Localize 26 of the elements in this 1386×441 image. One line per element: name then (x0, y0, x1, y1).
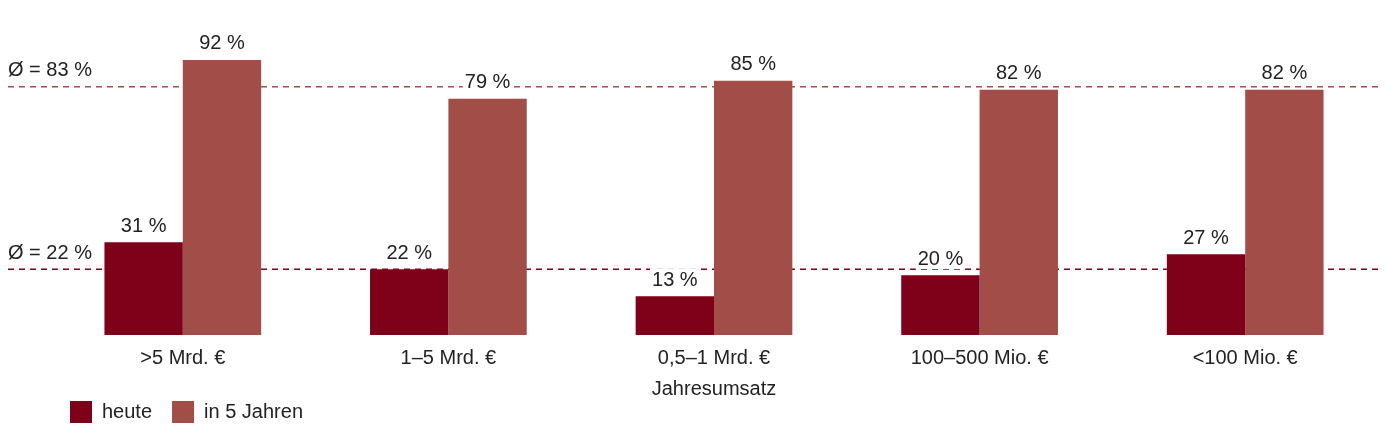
data-label: 85 % (730, 52, 777, 75)
bar (635, 296, 714, 335)
ref-line-label: Ø = 83 % (8, 58, 93, 81)
x-axis-title: Jahresumsatz (651, 376, 777, 399)
legend-label: heute (102, 399, 153, 422)
x-tick-label: 1–5 Mrd. € (400, 345, 497, 368)
bar (979, 89, 1058, 335)
bar (448, 98, 527, 335)
data-label: 22 % (386, 240, 433, 263)
data-label: 13 % (652, 267, 698, 290)
x-tick-label: 100–500 Mio. € (910, 345, 1049, 368)
ref-line-label: Ø = 22 % (8, 240, 93, 263)
data-label: 31 % (120, 213, 167, 236)
bar (901, 275, 980, 335)
x-tick-label: >5 Mrd. € (140, 345, 226, 368)
data-label: 82 % (1261, 61, 1308, 84)
data-label: 27 % (1183, 225, 1230, 248)
bar (104, 242, 183, 335)
x-tick-label: <100 Mio. € (1192, 345, 1298, 368)
legend-label: in 5 Jahren (204, 399, 304, 422)
data-label: 20 % (917, 246, 964, 269)
data-label: 92 % (199, 31, 245, 54)
data-label: 82 % (995, 61, 1042, 84)
x-tick-label: 0,5–1 Mrd. € (657, 345, 771, 368)
bar (1245, 89, 1324, 335)
data-label: 79 % (464, 70, 511, 93)
